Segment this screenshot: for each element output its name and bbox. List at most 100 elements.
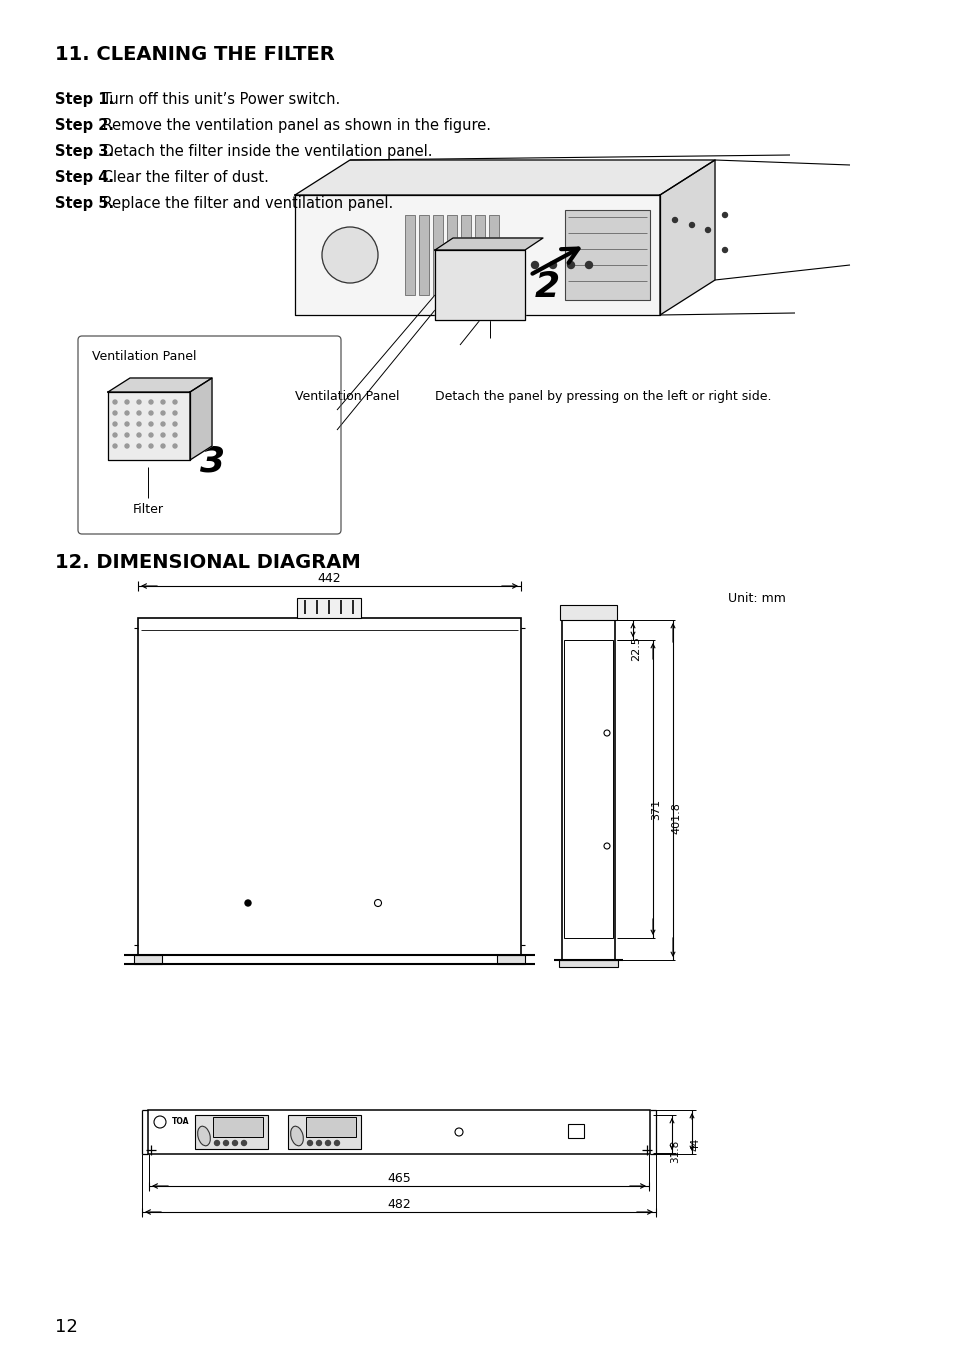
Circle shape — [322, 227, 377, 282]
Text: Step 4.: Step 4. — [55, 170, 113, 185]
Circle shape — [172, 400, 177, 404]
Bar — [213, 1117, 263, 1138]
Bar — [558, 961, 618, 967]
Polygon shape — [294, 195, 659, 315]
Text: Detach the filter inside the ventilation panel.: Detach the filter inside the ventilation… — [98, 145, 433, 159]
Text: Ventilation Panel: Ventilation Panel — [91, 350, 196, 363]
Bar — [447, 215, 456, 295]
Circle shape — [672, 218, 677, 223]
Circle shape — [112, 400, 117, 404]
Text: 3: 3 — [200, 444, 225, 480]
Bar — [497, 955, 524, 965]
Bar — [194, 1115, 268, 1148]
Circle shape — [149, 400, 152, 404]
Text: 11. CLEANING THE FILTER: 11. CLEANING THE FILTER — [55, 45, 335, 63]
Polygon shape — [108, 378, 212, 392]
Circle shape — [125, 422, 129, 426]
Text: Remove the ventilation panel as shown in the figure.: Remove the ventilation panel as shown in… — [98, 118, 491, 132]
Bar — [460, 215, 471, 295]
Bar — [405, 215, 415, 295]
Text: Step 2.: Step 2. — [55, 118, 113, 132]
Text: 12: 12 — [55, 1319, 78, 1336]
Bar — [433, 215, 442, 295]
Circle shape — [137, 434, 141, 436]
Polygon shape — [190, 378, 212, 459]
Circle shape — [125, 434, 129, 436]
Bar — [567, 1124, 583, 1138]
Circle shape — [149, 411, 152, 415]
Text: Unit: mm: Unit: mm — [727, 592, 785, 605]
Polygon shape — [108, 392, 190, 459]
Circle shape — [137, 411, 141, 415]
Polygon shape — [435, 238, 542, 250]
Text: Step 1.: Step 1. — [55, 92, 114, 107]
Bar — [306, 1117, 355, 1138]
Bar — [296, 598, 360, 617]
Circle shape — [316, 1140, 321, 1146]
Text: Replace the filter and ventilation panel.: Replace the filter and ventilation panel… — [98, 196, 394, 211]
Circle shape — [137, 422, 141, 426]
Text: Step 3.: Step 3. — [55, 145, 113, 159]
Circle shape — [112, 444, 117, 449]
Circle shape — [585, 262, 592, 269]
Polygon shape — [294, 159, 714, 195]
Circle shape — [161, 422, 165, 426]
Circle shape — [567, 262, 574, 269]
Polygon shape — [659, 159, 714, 315]
Circle shape — [531, 262, 537, 269]
Text: 12. DIMENSIONAL DIAGRAM: 12. DIMENSIONAL DIAGRAM — [55, 553, 360, 571]
Circle shape — [721, 212, 727, 218]
Text: Clear the filter of dust.: Clear the filter of dust. — [98, 170, 269, 185]
Circle shape — [112, 411, 117, 415]
Bar — [559, 605, 617, 620]
Text: 44: 44 — [689, 1138, 700, 1151]
Ellipse shape — [291, 1127, 303, 1146]
Bar — [138, 617, 520, 955]
Circle shape — [125, 411, 129, 415]
Bar — [563, 640, 613, 938]
Circle shape — [137, 444, 141, 449]
Circle shape — [161, 400, 165, 404]
Circle shape — [325, 1140, 330, 1146]
Circle shape — [125, 400, 129, 404]
Text: 442: 442 — [316, 571, 340, 585]
Ellipse shape — [197, 1127, 210, 1146]
Bar — [489, 215, 498, 295]
Text: Step 5.: Step 5. — [55, 196, 114, 211]
Circle shape — [335, 1140, 339, 1146]
Bar — [133, 955, 162, 965]
Circle shape — [549, 262, 556, 269]
Circle shape — [149, 434, 152, 436]
Bar — [288, 1115, 360, 1148]
Text: 465: 465 — [387, 1173, 411, 1185]
Circle shape — [241, 1140, 246, 1146]
Circle shape — [112, 422, 117, 426]
Text: Detach the panel by pressing on the left or right side.: Detach the panel by pressing on the left… — [435, 390, 771, 403]
Circle shape — [172, 422, 177, 426]
Bar — [418, 215, 429, 295]
Text: 371: 371 — [650, 798, 660, 820]
Circle shape — [233, 1140, 237, 1146]
Circle shape — [172, 434, 177, 436]
Bar — [564, 209, 649, 300]
Circle shape — [172, 444, 177, 449]
Circle shape — [705, 227, 710, 232]
Text: 31.8: 31.8 — [669, 1140, 679, 1163]
Text: 2: 2 — [535, 270, 559, 304]
Circle shape — [112, 434, 117, 436]
Circle shape — [223, 1140, 229, 1146]
Polygon shape — [435, 250, 524, 320]
Text: 22.5: 22.5 — [630, 636, 640, 661]
Text: 482: 482 — [387, 1198, 411, 1210]
Circle shape — [307, 1140, 313, 1146]
Circle shape — [161, 411, 165, 415]
Text: Turn off this unit’s Power switch.: Turn off this unit’s Power switch. — [98, 92, 340, 107]
Bar — [148, 1111, 649, 1154]
Circle shape — [137, 400, 141, 404]
Circle shape — [161, 434, 165, 436]
Bar — [475, 215, 484, 295]
Circle shape — [214, 1140, 219, 1146]
Text: 401.8: 401.8 — [670, 802, 680, 834]
Circle shape — [721, 247, 727, 253]
Text: Ventilation Panel: Ventilation Panel — [294, 390, 399, 403]
